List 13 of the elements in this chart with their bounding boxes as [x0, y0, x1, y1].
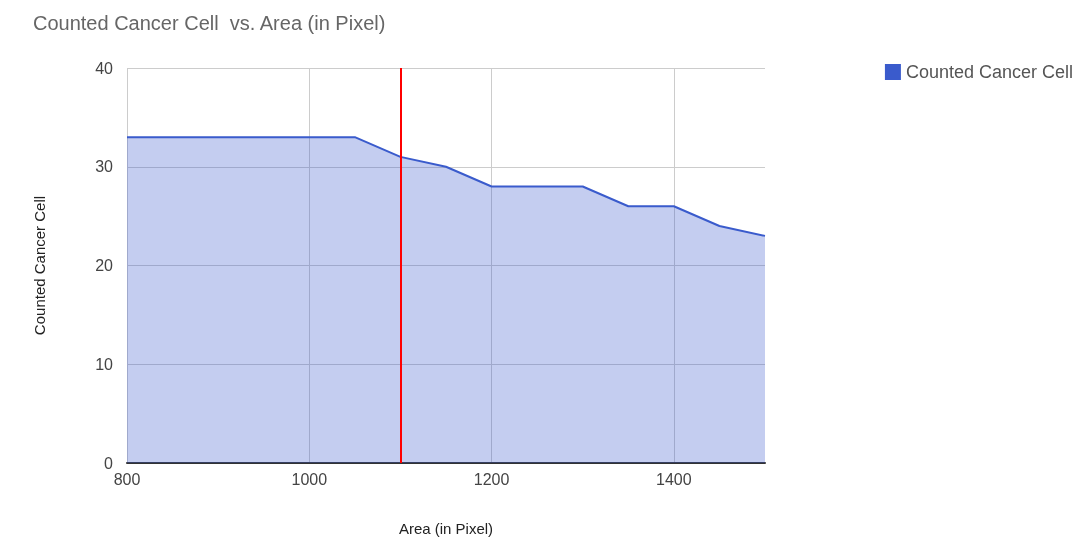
y-tick-label: 40 — [95, 59, 114, 77]
x-tick-label: 1400 — [656, 470, 692, 488]
y-tick-label: 10 — [95, 355, 114, 373]
chart-title: Counted Cancer Cell vs. Area (in Pixel) — [33, 12, 386, 34]
x-tick-label: 1200 — [473, 470, 510, 488]
y-tick-label: 20 — [95, 257, 114, 274]
y-tick-label: 30 — [95, 158, 114, 176]
y-tick-label: 0 — [104, 454, 114, 472]
x-tick-label: 1000 — [291, 470, 328, 488]
x-axis-title: Area (in Pixel) — [398, 520, 494, 537]
legend-label: Counted Cancer Cell — [905, 62, 1073, 82]
x-tick-label: 800 — [113, 470, 141, 488]
y-axis-title: Counted Cancer Cell — [31, 195, 48, 336]
